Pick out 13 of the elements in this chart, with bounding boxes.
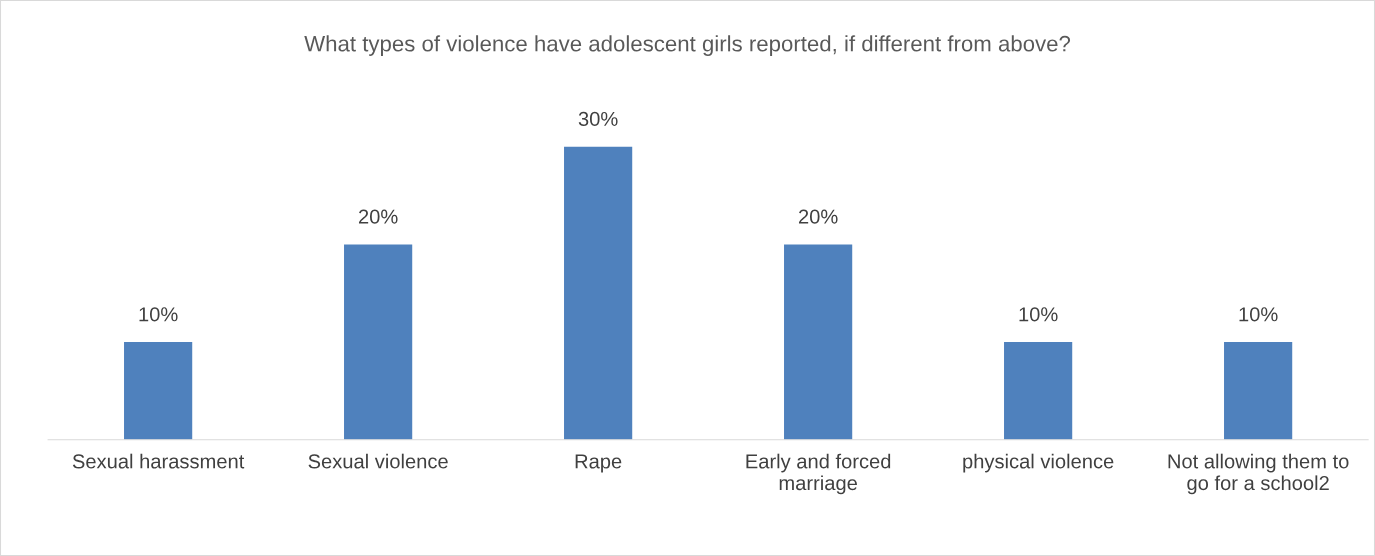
data-label: 30% xyxy=(578,111,618,127)
data-label: 10% xyxy=(139,307,178,322)
x-tick-label: Early and forced marriage xyxy=(746,453,891,495)
x-tick-label: Not allowing them to go for a school2 xyxy=(1168,453,1349,495)
x-tick-label: physical violence xyxy=(963,453,1114,473)
data-label: 10% xyxy=(1239,307,1278,322)
chart-title: What types of violence have adolescent girls reported, if different from above? xyxy=(304,35,1071,56)
x-tick-label: Sexual harassment xyxy=(72,453,245,469)
x-tick-label: Rape xyxy=(575,454,622,473)
data-label: 20% xyxy=(358,209,398,224)
x-tick-label: Sexual violence xyxy=(308,453,448,469)
data-label: 20% xyxy=(798,209,838,224)
data-label: 10% xyxy=(1019,307,1058,322)
